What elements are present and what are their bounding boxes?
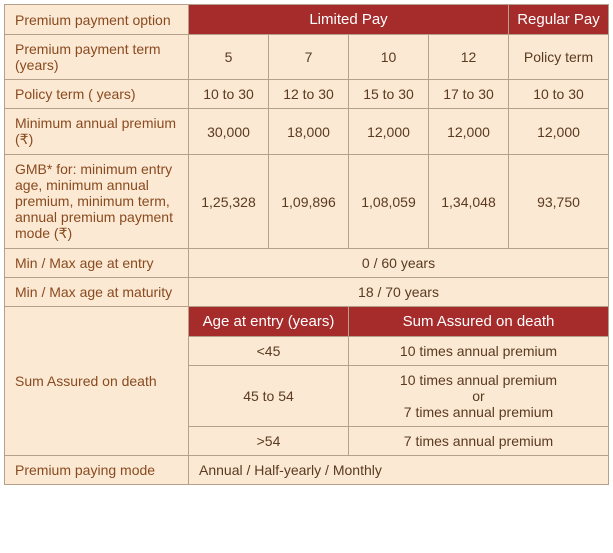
table-row: Min / Max age at entry 0 / 60 years	[5, 249, 609, 278]
cell-age: <45	[189, 337, 349, 366]
cell: 1,08,059	[349, 155, 429, 249]
cell-sa: 7 times annual premium	[349, 427, 609, 456]
table-row: Premium payment option Limited Pay Regul…	[5, 5, 609, 35]
cell-age-entry: 0 / 60 years	[189, 249, 609, 278]
cell: 30,000	[189, 109, 269, 155]
cell: 1,25,328	[189, 155, 269, 249]
table-row: Policy term ( years) 10 to 30 12 to 30 1…	[5, 80, 609, 109]
cell-mode: Annual / Half-yearly / Monthly	[189, 456, 609, 485]
cell: 15 to 30	[349, 80, 429, 109]
table-row: Premium payment term (years) 5 7 10 12 P…	[5, 35, 609, 80]
cell: 10	[349, 35, 429, 80]
cell-age: >54	[189, 427, 349, 456]
subheader-age: Age at entry (years)	[189, 307, 349, 337]
subheader-sa: Sum Assured on death	[349, 307, 609, 337]
cell: 10 to 30	[189, 80, 269, 109]
table-row: Sum Assured on death Age at entry (years…	[5, 307, 609, 337]
cell: 7	[269, 35, 349, 80]
cell: 12,000	[429, 109, 509, 155]
cell-sa: 10 times annual premium	[349, 337, 609, 366]
row-label-sa-death: Sum Assured on death	[5, 307, 189, 456]
cell-age: 45 to 54	[189, 366, 349, 427]
cell: Policy term	[509, 35, 609, 80]
table-row: Minimum annual premium (₹) 30,000 18,000…	[5, 109, 609, 155]
cell: 12,000	[509, 109, 609, 155]
cell: 18,000	[269, 109, 349, 155]
cell: 10 to 30	[509, 80, 609, 109]
table-row: Premium paying mode Annual / Half-yearly…	[5, 456, 609, 485]
cell: 12	[429, 35, 509, 80]
cell-age-maturity: 18 / 70 years	[189, 278, 609, 307]
header-option: Premium payment option	[5, 5, 189, 35]
row-label-min-premium: Minimum annual premium (₹)	[5, 109, 189, 155]
cell: 5	[189, 35, 269, 80]
cell: 12 to 30	[269, 80, 349, 109]
row-label-mode: Premium paying mode	[5, 456, 189, 485]
table-row: Min / Max age at maturity 18 / 70 years	[5, 278, 609, 307]
premium-table: Premium payment option Limited Pay Regul…	[4, 4, 609, 485]
row-label-ppt: Premium payment term (years)	[5, 35, 189, 80]
row-label-age-entry: Min / Max age at entry	[5, 249, 189, 278]
row-label-age-maturity: Min / Max age at maturity	[5, 278, 189, 307]
header-regular: Regular Pay	[509, 5, 609, 35]
cell: 12,000	[349, 109, 429, 155]
row-label-gmb: GMB* for: minimum entry age, minimum ann…	[5, 155, 189, 249]
table-row: GMB* for: minimum entry age, minimum ann…	[5, 155, 609, 249]
cell: 93,750	[509, 155, 609, 249]
cell: 1,09,896	[269, 155, 349, 249]
cell: 17 to 30	[429, 80, 509, 109]
row-label-policy-term: Policy term ( years)	[5, 80, 189, 109]
header-limited: Limited Pay	[189, 5, 509, 35]
cell: 1,34,048	[429, 155, 509, 249]
cell-sa: 10 times annual premium or 7 times annua…	[349, 366, 609, 427]
